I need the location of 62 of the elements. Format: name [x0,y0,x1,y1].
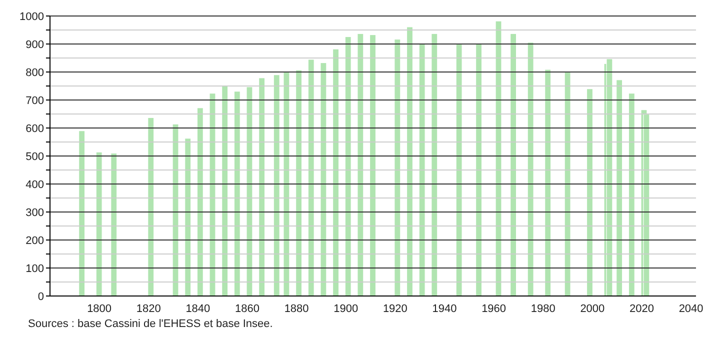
x-tick-label: 1860 [235,302,260,315]
y-tick-label: 300 [26,206,44,219]
bar [296,70,302,296]
bar [431,33,438,296]
bar [222,84,228,296]
bar [527,42,534,296]
y-tick-label: 700 [26,94,44,107]
bar [564,72,571,296]
bar [246,86,253,296]
x-tick-label: 1820 [136,302,161,315]
bar [606,58,613,296]
x-tick-label: 2040 [678,302,704,315]
bar [495,20,502,296]
x-tick-label: 1840 [186,302,210,315]
bar [308,59,314,296]
y-tick-label: 900 [26,38,44,51]
bar [616,80,623,296]
x-tick-label: 1900 [334,302,358,315]
x-tick-label: 2020 [630,302,654,315]
y-tick-label: 500 [26,150,44,163]
bar [283,72,290,296]
bar [628,92,635,296]
bar [418,43,426,296]
bar [510,33,517,296]
bar [96,152,102,296]
x-tick-label: 2000 [580,302,605,315]
bar [344,36,352,296]
bar [406,26,414,296]
bar [172,124,179,296]
x-tick-label: 1920 [382,302,408,315]
x-tick-label: 1960 [482,302,506,315]
bar [258,78,266,296]
x-tick-label: 1800 [87,302,112,315]
bar [273,74,280,296]
bar [184,138,192,296]
bar [110,152,118,296]
y-tick-label: 100 [26,262,44,275]
bar [475,43,482,296]
y-tick-label: 1000 [20,10,44,23]
x-tick-label: 1980 [530,302,556,315]
y-tick-label: 800 [26,66,44,79]
bar [357,33,364,296]
bar [332,48,340,296]
bar [456,44,462,296]
bar [234,91,240,296]
y-tick-label: 0 [38,290,44,303]
bar [196,108,204,296]
bar [643,114,650,296]
bar [586,88,594,296]
bar [320,62,327,296]
bar [148,117,154,296]
x-tick-label: 1940 [432,302,457,315]
bar [209,92,216,296]
y-tick-label: 600 [26,122,44,135]
y-tick-label: 400 [26,178,44,191]
x-tick-label: 1880 [284,302,309,315]
bar [544,69,552,296]
source-note: Sources : base Cassini de l'EHESS et base Insee. [28,318,274,330]
bar [369,34,376,296]
y-tick-label: 200 [26,234,44,247]
bar [394,38,401,296]
bar [78,130,86,296]
